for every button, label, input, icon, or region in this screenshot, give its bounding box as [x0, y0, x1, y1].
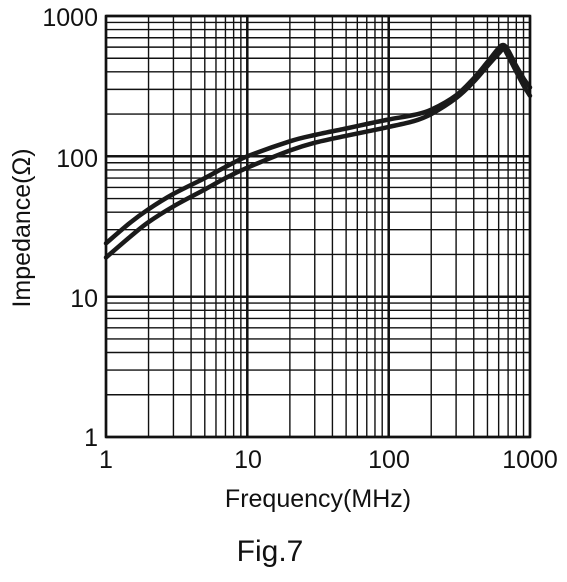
- x-tick-label: 1000: [502, 446, 558, 474]
- y-tick-label: 100: [56, 145, 98, 173]
- x-tick-label: 10: [234, 446, 262, 474]
- chart-series: [103, 42, 533, 260]
- x-tick-label: 100: [368, 446, 410, 474]
- impedance-curve-2: [103, 46, 533, 260]
- x-axis-title: Frequency(MHz): [225, 485, 411, 513]
- y-axis-title: Impedance(Ω): [8, 148, 36, 307]
- impedance-chart: 1 10 100 1000 1 10 100 1000 Frequency(MH…: [0, 0, 567, 540]
- x-tick-label: 1: [99, 446, 113, 474]
- chart-grid: [104, 14, 532, 439]
- y-tick-label: 10: [70, 285, 98, 313]
- y-tick-label: 1: [84, 424, 98, 452]
- figure-caption: Fig.7: [236, 535, 304, 568]
- impedance-curve-1: [103, 42, 533, 246]
- plot-frame: [104, 14, 532, 439]
- chart-background: [0, 0, 567, 540]
- y-tick-label: 1000: [42, 4, 98, 32]
